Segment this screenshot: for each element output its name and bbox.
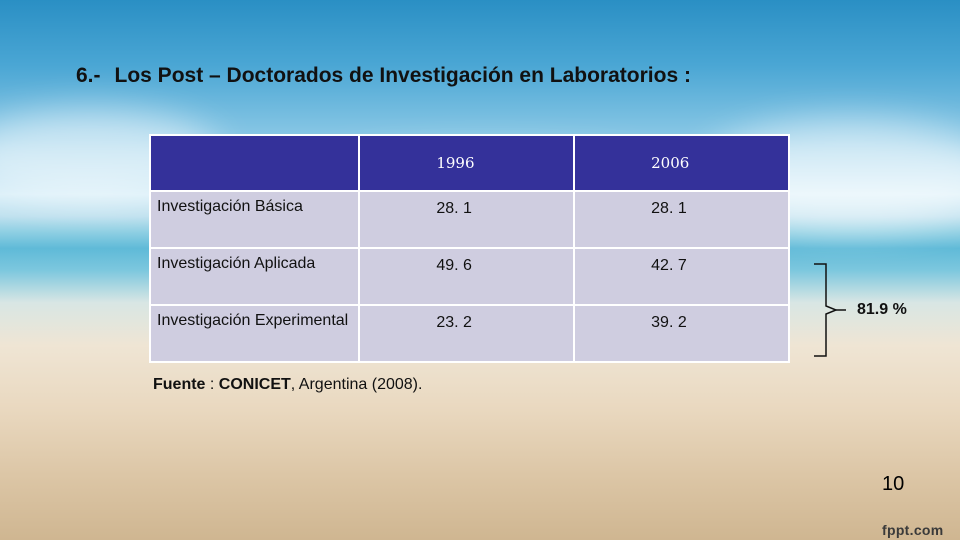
value-1996: 23. 2 xyxy=(436,314,472,331)
row-label-cell: Investigación Aplicada xyxy=(148,247,361,306)
value-cell-2006: 39. 2 xyxy=(573,304,790,363)
page-number: 10 xyxy=(882,473,905,495)
value-cell-1996: 28. 1 xyxy=(358,190,576,249)
fppt-logo: fppt.com xyxy=(882,522,944,538)
source-separator: : xyxy=(205,376,219,393)
value-2006: 42. 7 xyxy=(651,257,687,274)
value-cell-2006: 28. 1 xyxy=(573,190,790,249)
row-label: Investigación Experimental xyxy=(157,312,349,329)
table-row: Investigación Básica 28. 1 28. 1 xyxy=(148,190,790,249)
table-header-row: 1996 2006 xyxy=(148,134,790,192)
row-label: Investigación Básica xyxy=(157,198,303,215)
value-1996: 49. 6 xyxy=(436,257,472,274)
source-prefix: Fuente xyxy=(153,376,206,393)
value-cell-1996: 23. 2 xyxy=(358,304,576,363)
slide-title-text: Los Post – Doctorados de Investigación e… xyxy=(114,64,691,87)
source-citation: Fuente : CONICET, Argentina (2008). xyxy=(153,376,422,394)
table-header-2006: 2006 xyxy=(573,134,790,192)
slide-title: 6.- Los Post – Doctorados de Investigació… xyxy=(76,64,691,88)
value-cell-1996: 49. 6 xyxy=(358,247,576,306)
value-1996: 28. 1 xyxy=(436,200,472,217)
table-header-empty xyxy=(148,134,361,192)
table-header-1996: 1996 xyxy=(358,134,576,192)
source-org: CONICET xyxy=(218,376,291,393)
value-2006: 39. 2 xyxy=(651,314,687,331)
source-rest: , Argentina (2008). xyxy=(290,376,423,393)
value-2006: 28. 1 xyxy=(651,200,687,217)
slide-title-number: 6.- xyxy=(76,64,101,87)
value-cell-2006: 42. 7 xyxy=(573,247,790,306)
right-brace-icon xyxy=(814,263,846,357)
row-label-cell: Investigación Experimental xyxy=(148,304,361,363)
table-row: Investigación Aplicada 49. 6 42. 7 xyxy=(148,247,790,306)
table-row: Investigación Experimental 23. 2 39. 2 xyxy=(148,304,790,363)
percentage-annotation: 81.9 % xyxy=(857,301,907,318)
row-label-cell: Investigación Básica xyxy=(148,190,361,249)
row-label: Investigación Aplicada xyxy=(157,255,316,272)
data-table: 1996 2006 Investigación Básica 28. 1 28.… xyxy=(148,134,790,363)
